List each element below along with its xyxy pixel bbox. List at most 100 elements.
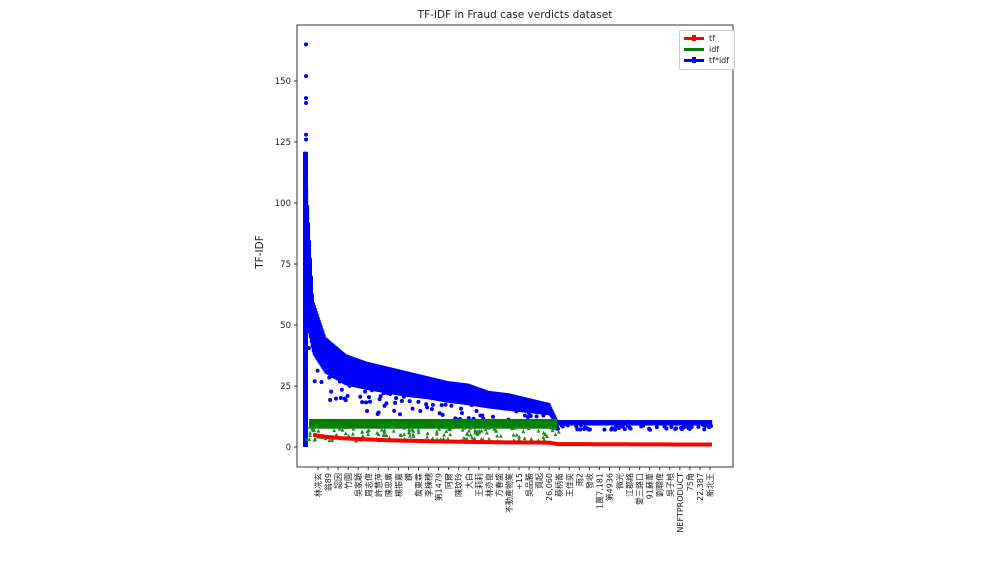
svg-text:▲: ▲ <box>380 427 384 433</box>
svg-text:▲: ▲ <box>435 431 439 437</box>
svg-text:▲: ▲ <box>517 436 521 442</box>
svg-text:▲: ▲ <box>426 431 430 437</box>
svg-text:▲: ▲ <box>481 437 485 443</box>
x-tick-label: +15 <box>515 473 524 490</box>
svg-text:▲: ▲ <box>412 433 416 439</box>
x-tick-label: 新北王 <box>705 473 715 497</box>
svg-text:▲: ▲ <box>448 432 452 438</box>
svg-text:▲: ▲ <box>461 427 465 433</box>
svg-text:▲: ▲ <box>537 428 541 434</box>
svg-text:▲: ▲ <box>305 436 309 442</box>
svg-text:▲: ▲ <box>522 425 526 431</box>
x-tick-label: 陳玟玲 <box>454 473 464 497</box>
svg-text:▲: ▲ <box>515 432 519 438</box>
svg-text:▲: ▲ <box>544 431 548 437</box>
svg-text:▲: ▲ <box>517 434 521 440</box>
svg-text:▲: ▲ <box>344 431 348 437</box>
x-tick-label: 陳忠廣 <box>383 473 393 497</box>
svg-text:▲: ▲ <box>494 428 498 434</box>
svg-text:▲: ▲ <box>462 435 466 441</box>
svg-text:▲: ▲ <box>494 428 498 434</box>
x-tick-label: 鑽 <box>403 473 413 481</box>
x-tick-label: 愛三路口 <box>635 473 645 505</box>
svg-text:▲: ▲ <box>416 427 420 433</box>
svg-text:▲: ▲ <box>377 432 381 438</box>
svg-text:▲: ▲ <box>477 430 481 436</box>
svg-text:▲: ▲ <box>316 428 320 434</box>
svg-text:▲: ▲ <box>431 435 435 441</box>
x-tick-label: 竹園 <box>343 473 353 489</box>
svg-text:▲: ▲ <box>382 429 386 435</box>
svg-text:▲: ▲ <box>542 437 546 443</box>
svg-text:▲: ▲ <box>474 428 478 434</box>
legend-item-tf: tf <box>684 33 715 44</box>
x-tick-label: 第4936 <box>604 473 614 501</box>
svg-text:▲: ▲ <box>468 425 472 431</box>
svg-text:▲: ▲ <box>347 433 351 439</box>
svg-text:▲: ▲ <box>521 428 525 434</box>
svg-text:▲: ▲ <box>382 433 386 439</box>
x-tick-label: 微光 <box>615 473 625 489</box>
svg-text:▲: ▲ <box>477 428 481 434</box>
svg-text:▲: ▲ <box>557 429 561 435</box>
svg-text:▲: ▲ <box>425 434 429 440</box>
x-tick-label: NEFTPRODUCT <box>676 473 685 533</box>
x-tick-label: 楊振嘉 <box>393 473 403 497</box>
legend-swatch-icon <box>684 48 704 51</box>
svg-text:▲: ▲ <box>307 436 311 442</box>
x-tick-label: 詹東霖 <box>414 473 424 497</box>
x-tick-label: 26,060 <box>545 473 554 501</box>
svg-text:▲: ▲ <box>442 436 446 442</box>
svg-text:▲: ▲ <box>403 425 407 431</box>
svg-text:▲: ▲ <box>510 426 514 432</box>
svg-text:▲: ▲ <box>410 426 414 432</box>
svg-text:▲: ▲ <box>398 432 402 438</box>
svg-text:▲: ▲ <box>310 425 314 431</box>
svg-text:▲: ▲ <box>308 430 312 436</box>
svg-text:▲: ▲ <box>408 430 412 436</box>
svg-text:▲: ▲ <box>313 437 317 443</box>
svg-text:▲: ▲ <box>435 429 439 435</box>
svg-text:▲: ▲ <box>434 424 438 430</box>
svg-text:▲: ▲ <box>448 427 452 433</box>
svg-text:▲: ▲ <box>523 435 527 441</box>
svg-text:▲: ▲ <box>465 431 469 437</box>
svg-text:▲: ▲ <box>328 437 332 443</box>
svg-text:▲: ▲ <box>308 432 312 438</box>
legend-item-idf: idf <box>684 44 719 55</box>
chart-title: TF-IDF in Fraud case verdicts dataset <box>417 9 613 21</box>
svg-text:▲: ▲ <box>469 432 473 438</box>
legend-item-tfidf: tf*idf <box>684 55 729 66</box>
svg-text:▲: ▲ <box>367 428 371 434</box>
y-tick-label: 25 <box>280 382 291 392</box>
svg-text:▲: ▲ <box>536 437 540 443</box>
svg-text:▲: ▲ <box>487 424 491 430</box>
svg-text:▲: ▲ <box>345 424 349 430</box>
x-tick-label: 91蘇葦 <box>645 473 655 499</box>
x-tick-label: 雨2 <box>575 473 584 486</box>
svg-text:▲: ▲ <box>479 436 483 442</box>
svg-text:▲: ▲ <box>352 426 356 432</box>
svg-text:▲: ▲ <box>311 425 315 431</box>
svg-text:▲: ▲ <box>545 434 549 440</box>
svg-text:▲: ▲ <box>437 426 441 432</box>
svg-text:▲: ▲ <box>382 429 386 435</box>
x-tick-label: 許慧萍 <box>373 473 383 497</box>
svg-text:▲: ▲ <box>383 427 387 433</box>
svg-text:▲: ▲ <box>473 430 477 436</box>
svg-text:▲: ▲ <box>467 428 471 434</box>
svg-text:▲: ▲ <box>407 427 411 433</box>
svg-text:▲: ▲ <box>390 424 394 430</box>
svg-text:▲: ▲ <box>330 438 334 444</box>
svg-text:▲: ▲ <box>407 427 411 433</box>
y-tick-label: 50 <box>280 321 291 331</box>
svg-text:▲: ▲ <box>487 425 491 431</box>
svg-text:▲: ▲ <box>354 438 358 444</box>
x-tick-label: 吳家穎 <box>353 473 363 497</box>
svg-text:▲: ▲ <box>465 436 469 442</box>
x-tick-label: 蔡柄崙 <box>554 473 564 497</box>
svg-text:▲: ▲ <box>512 432 516 438</box>
x-tick-label: 林亦崑 <box>484 473 494 497</box>
svg-text:▲: ▲ <box>477 430 481 436</box>
